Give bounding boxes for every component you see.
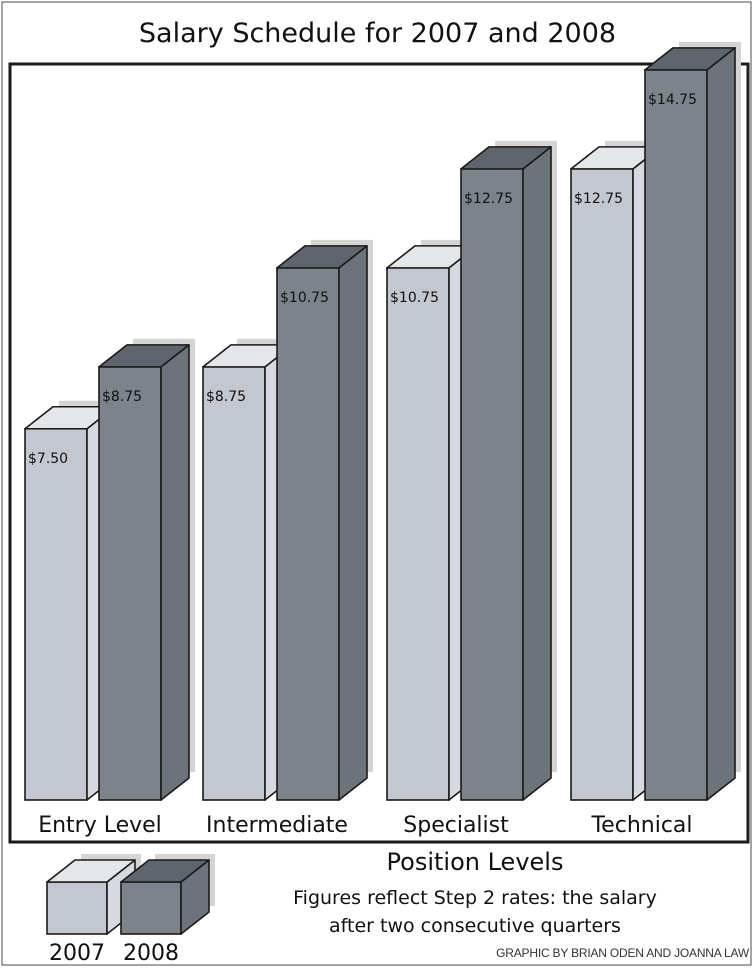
bar-specialist-2008-front <box>460 168 524 801</box>
data-label-intermediate-2008: $10.75 <box>280 290 329 306</box>
bar-intermediate-2008-front <box>276 267 340 801</box>
chart-title: Salary Schedule for 2007 and 2008 <box>138 18 617 49</box>
graphic-credit: GRAPHIC BY BRIAN ODEN AND JOANNA LAW <box>496 946 749 960</box>
legend-swatch-2008-front <box>120 881 182 935</box>
bar-intermediate-2008-top <box>276 245 368 269</box>
category-label-specialist: Specialist <box>403 813 509 838</box>
bar-specialist-2008-side <box>522 146 552 801</box>
legend-swatch-2008-top <box>120 859 210 883</box>
bar-entry-level-2007-front <box>24 427 88 801</box>
data-label-intermediate-2007: $8.75 <box>206 389 246 405</box>
data-label-specialist-2007: $10.75 <box>390 290 439 306</box>
legend: 2007 2008 <box>46 854 215 966</box>
data-label-technical-2008: $14.75 <box>648 92 697 108</box>
legend-swatch-2007-top <box>46 859 136 883</box>
footnote-line-2: after two consecutive quarters <box>329 915 621 937</box>
category-label-intermediate: Intermediate <box>206 813 348 838</box>
legend-label-2008: 2008 <box>123 941 179 966</box>
bar-intermediate-2007-front <box>202 366 266 801</box>
legend-swatch-2007-front <box>46 881 108 935</box>
bar-technical-2008-front <box>644 69 708 801</box>
bars-group <box>24 41 741 801</box>
bar-technical-2008-side <box>706 47 736 801</box>
data-label-entry-level-2008: $8.75 <box>102 389 142 405</box>
footnote-line-1: Figures reflect Step 2 rates: the salary <box>293 887 657 909</box>
bar-technical-2008 <box>644 41 741 801</box>
data-labels-group: $7.50 $8.75 Entry Level $8.75 $10.75 Intermed… <box>28 92 697 838</box>
bar-entry-level-2008-front <box>98 366 162 801</box>
bar-technical-2008-top <box>644 47 736 71</box>
data-label-technical-2007: $12.75 <box>574 191 623 207</box>
bar-intermediate-2008-side <box>338 245 368 801</box>
plot-frame <box>8 62 750 844</box>
category-label-entry-level: Entry Level <box>38 813 162 838</box>
data-label-specialist-2008: $12.75 <box>464 191 513 207</box>
bar-specialist-2007-front <box>386 267 450 801</box>
footnote: Figures reflect Step 2 rates: the salary… <box>230 884 720 940</box>
bar-entry-level-2008 <box>98 338 195 801</box>
x-axis-title: Position Levels <box>386 848 564 876</box>
bar-technical-2007-front <box>570 168 634 801</box>
bar-entry-level-2008-side <box>160 344 190 801</box>
category-label-technical: Technical <box>590 813 692 838</box>
bar-specialist-2008 <box>460 140 557 801</box>
bar-intermediate-2008 <box>276 239 373 801</box>
data-label-entry-level-2007: $7.50 <box>28 451 68 467</box>
legend-swatch-2008 <box>120 854 215 935</box>
legend-label-2007: 2007 <box>49 941 105 966</box>
bar-entry-level-2008-top <box>98 344 190 368</box>
bar-specialist-2008-top <box>460 146 552 170</box>
